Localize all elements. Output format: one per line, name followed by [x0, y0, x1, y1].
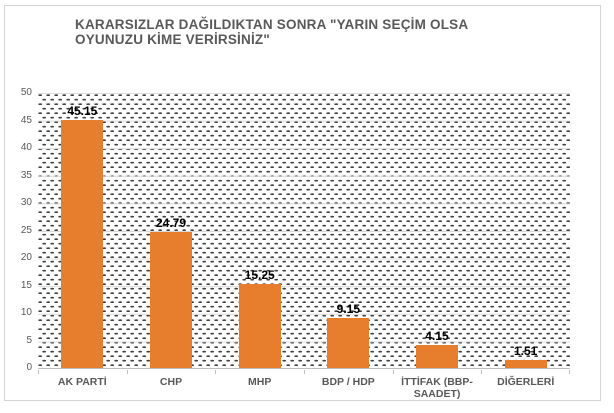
category-label: İTTİFAK (BBP-SAADET)	[401, 376, 473, 400]
y-axis-tick-label: 10	[20, 307, 32, 318]
bar-slot: 45.15	[38, 93, 127, 368]
y-axis-tick-label: 45	[20, 114, 32, 126]
bar-value-label: 1.51	[513, 343, 538, 358]
category-label: BDP / HDP	[321, 376, 375, 388]
bar-slot: 9.15	[304, 93, 393, 368]
y-axis-tick-label: 30	[20, 197, 32, 208]
bar	[238, 284, 281, 368]
bar	[149, 231, 192, 368]
y-axis-tick-label: 0	[26, 362, 32, 373]
bar-slot: 1.51	[481, 93, 570, 368]
chart-title-line-2: OYUNUZU KİME VERİRSİNİZ"	[75, 31, 270, 47]
bar-slot: 24.79	[127, 93, 216, 368]
bar-slot: 4.15	[393, 93, 482, 368]
y-axis-tick-label: 50	[20, 87, 32, 98]
bar-value-label: 15.25	[244, 268, 275, 283]
chart-title-line-1: KARARSIZLAR DAĞILDIKTAN SONRA "YARIN SEÇ…	[75, 17, 469, 32]
x-axis-tick	[38, 370, 39, 374]
y-axis-labels: 0 5 10 15 20 25 30 35 40 45 50	[6, 87, 32, 373]
bar-value-label: 45.15	[67, 103, 98, 118]
y-axis-tick-label: 5	[26, 334, 32, 346]
x-axis-tick	[126, 370, 128, 374]
bar-value-label: 24.79	[155, 215, 186, 230]
plot-area: 45.15 24.79 15.25 9.15 4.15 1.51	[38, 93, 570, 369]
x-axis-tick	[304, 370, 305, 374]
category-label: MHP	[248, 376, 272, 388]
y-axis-tick-label: 25	[20, 224, 32, 236]
bar	[415, 345, 458, 368]
y-axis-tick-label: 20	[20, 252, 32, 263]
bar	[504, 359, 547, 368]
category-label: DİĞERLERİ	[497, 376, 555, 388]
x-axis-ticks	[38, 370, 570, 374]
x-axis-tick	[392, 370, 394, 374]
y-axis-tick-label: 40	[20, 142, 32, 153]
category-label: AK PARTİ	[57, 376, 107, 388]
bar-value-label: 4.15	[425, 329, 449, 344]
y-axis-tick-label: 35	[20, 169, 32, 181]
bar	[61, 119, 104, 368]
bar-value-label: 9.15	[336, 301, 360, 316]
bar-slot: 15.25	[215, 93, 304, 368]
x-axis-labels: AK PARTİ CHP MHP BDP / HDP İTTİFAK (BBP-SAAD…	[38, 376, 570, 400]
category-label: CHP	[159, 376, 183, 388]
x-axis-tick	[215, 370, 217, 374]
chart-title: KARARSIZLAR DAĞILDIKTAN SONRA "YARIN SEÇ…	[75, 17, 545, 47]
y-axis-tick-label: 15	[20, 279, 32, 291]
x-axis-tick	[569, 370, 570, 374]
bar	[327, 317, 370, 368]
x-axis-tick	[481, 370, 483, 374]
